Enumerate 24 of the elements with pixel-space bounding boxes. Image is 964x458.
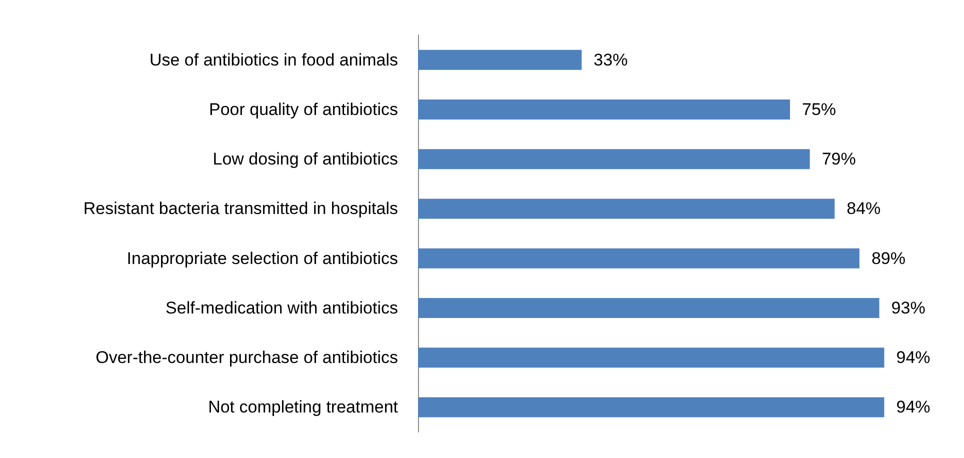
y-tick-label: Use of antibiotics in food animals [149,50,398,70]
data-label: 93% [891,298,926,318]
y-tick-label: Self-medication with antibiotics [166,298,398,318]
data-label: 94% [896,348,930,368]
data-label: 94% [896,398,930,417]
y-tick-label: Poor quality of antibiotics [209,100,398,119]
data-label: 33% [594,50,628,70]
data-label: 75% [802,100,836,119]
data-label: 79% [822,150,856,169]
bar [418,348,884,368]
y-tick-label: Low dosing of antibiotics [212,150,398,169]
bar [418,248,860,268]
y-tick-label: Inappropriate selection of antibiotics [126,248,398,268]
bar [418,99,790,120]
bar [418,50,582,70]
bar [418,149,810,170]
y-tick-label: Not completing treatment [208,398,398,417]
bar [418,198,835,219]
data-label: 89% [871,248,906,268]
data-label: 84% [846,199,881,218]
y-tick-label: Over-the-counter purchase of antibiotics [96,348,398,368]
bar [418,397,884,418]
bar [418,298,880,318]
y-tick-label: Resistant bacteria transmitted in hospitals [83,199,398,218]
